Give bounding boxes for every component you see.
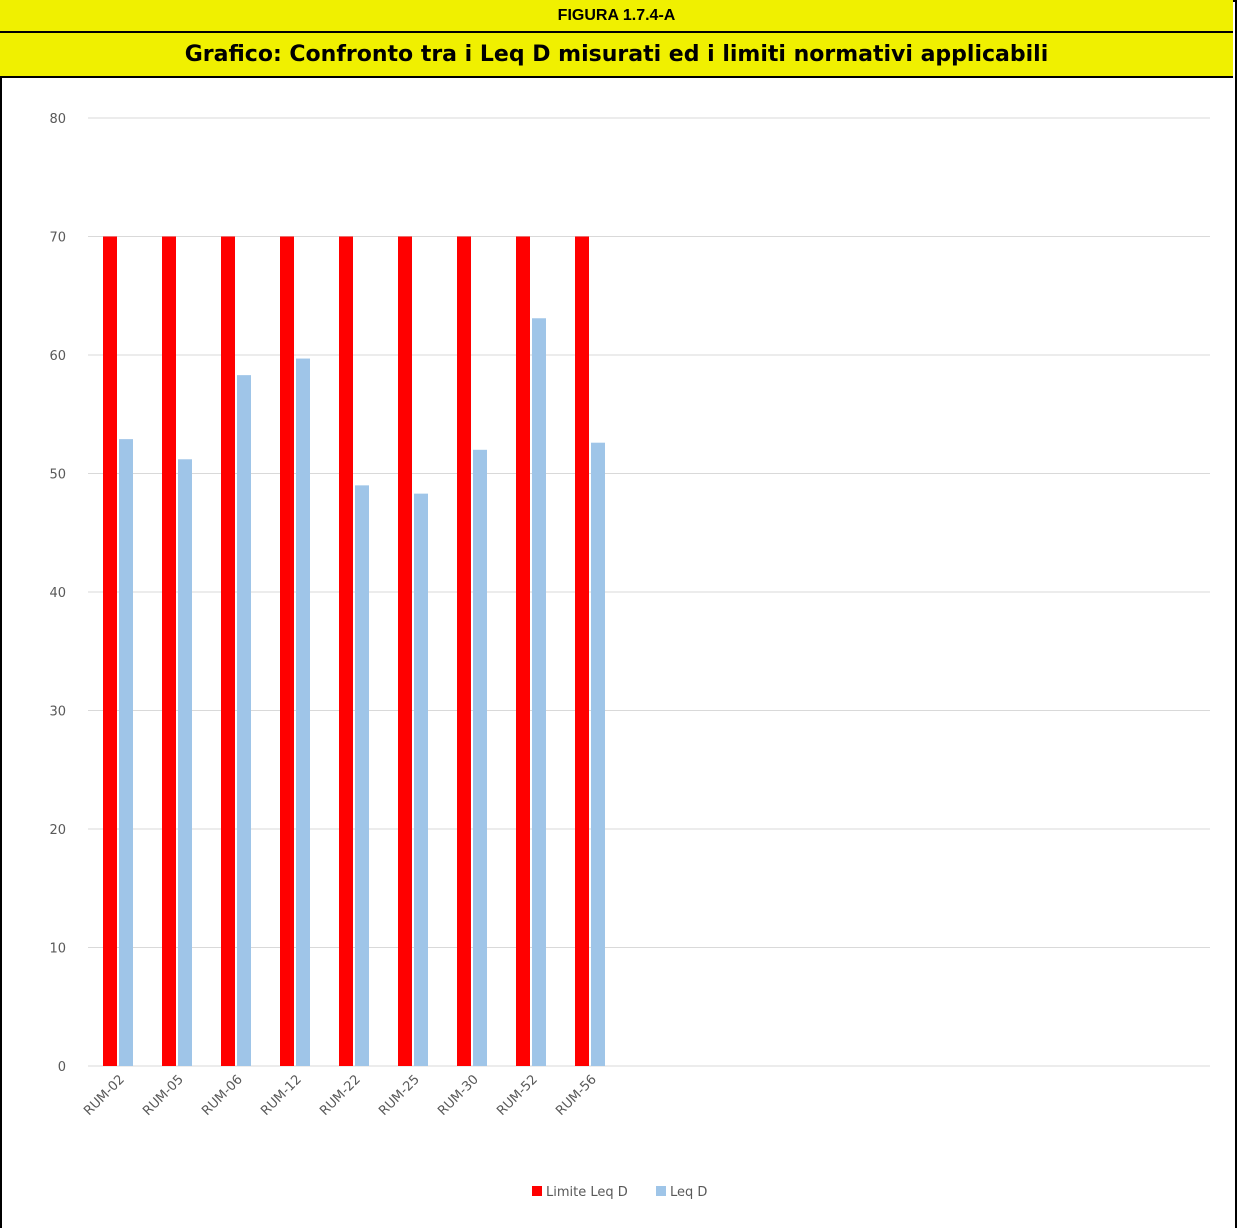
bar-limite-leq-d	[103, 236, 117, 1066]
bar-leq-d	[473, 449, 487, 1066]
legend-label: Limite Leq D	[546, 1185, 628, 1200]
x-axis-categories: RUM-02 RUM-05 RUM-06 RUM-12 RUM-22 RUM-25 RUM-…	[81, 1072, 600, 1119]
bar-limite-leq-d	[221, 236, 235, 1066]
legend-swatch-limite	[532, 1186, 542, 1196]
bar-limite-leq-d	[398, 236, 412, 1066]
y-tick-label: 70	[49, 231, 66, 246]
bar-leq-d	[532, 318, 546, 1066]
bar-leq-d	[296, 358, 310, 1066]
bar-leq-d	[591, 442, 605, 1066]
x-category-label: RUM-30	[435, 1072, 482, 1119]
x-category-label: RUM-06	[199, 1072, 246, 1119]
x-category-label: RUM-25	[376, 1072, 423, 1119]
x-category-label: RUM-22	[317, 1072, 364, 1119]
y-tick-label: 0	[58, 1060, 66, 1075]
y-tick-label: 30	[49, 705, 66, 720]
legend-swatch-leq	[656, 1186, 666, 1196]
figure-label: FIGURA 1.7.4-A	[0, 0, 1233, 33]
bar-leq-d	[119, 439, 133, 1066]
y-tick-label: 50	[49, 468, 66, 483]
legend-label: Leq D	[670, 1185, 707, 1200]
figure-title: Grafico: Confronto tra i Leq D misurati …	[0, 33, 1233, 78]
bar-limite-leq-d	[162, 236, 176, 1066]
y-tick-label: 80	[49, 112, 66, 127]
bar-limite-leq-d	[516, 236, 530, 1066]
bar-leq-d	[178, 459, 192, 1066]
bar-leq-d	[414, 493, 428, 1066]
y-tick-label: 40	[49, 586, 66, 601]
bar-limite-leq-d	[280, 236, 294, 1066]
y-tick-label: 60	[49, 349, 66, 364]
legend: Limite Leq D Leq D	[532, 1185, 707, 1200]
x-category-label: RUM-56	[553, 1072, 600, 1119]
bar-limite-leq-d	[457, 236, 471, 1066]
bar-limite-leq-d	[575, 236, 589, 1066]
y-tick-label: 10	[49, 942, 66, 957]
x-category-label: RUM-12	[258, 1072, 305, 1119]
bar-leq-d	[237, 375, 251, 1066]
y-tick-label: 20	[49, 823, 66, 838]
bar-limite-leq-d	[339, 236, 353, 1066]
x-category-label: RUM-05	[140, 1072, 187, 1119]
bars	[103, 236, 605, 1067]
y-axis-ticks: 0 10 20 30 40 50 60 70 80	[49, 112, 66, 1075]
gridlines	[88, 117, 1210, 1067]
x-category-label: RUM-52	[494, 1072, 541, 1119]
bar-leq-d	[355, 485, 369, 1067]
x-category-label: RUM-02	[81, 1072, 128, 1119]
